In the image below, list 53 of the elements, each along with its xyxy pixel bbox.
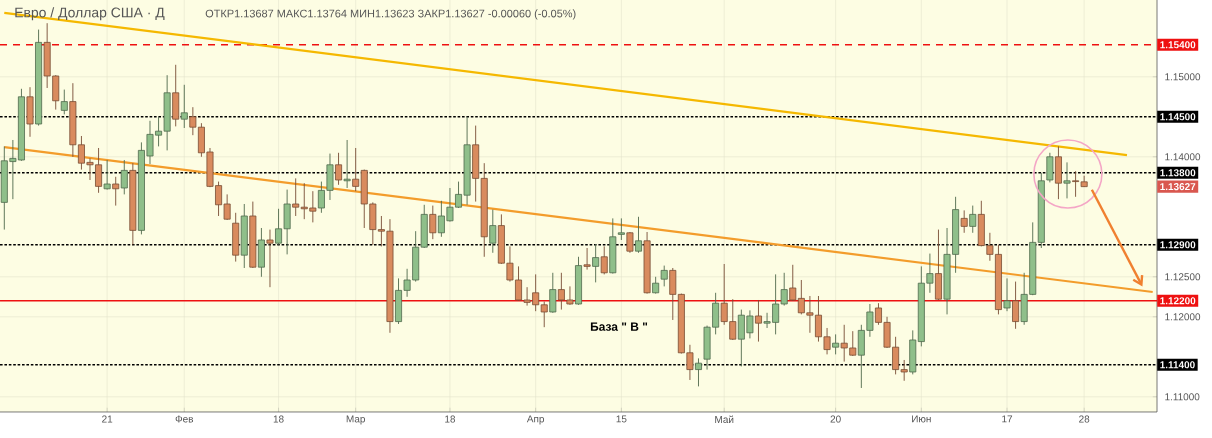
ref-line-label: 1.13800 (1160, 169, 1196, 177)
candlestick (592, 243, 600, 283)
x-tick-label: 18 (445, 415, 456, 423)
candlestick (103, 159, 111, 191)
candlestick (1003, 277, 1011, 312)
candlestick (635, 216, 642, 254)
y-tick-label: 1.14000 (1165, 153, 1201, 161)
y-tick-label: 1.12000 (1165, 313, 1201, 321)
candlestick (755, 299, 762, 343)
ref-line-label: 1.12200 (1160, 297, 1196, 305)
candlestick (112, 176, 120, 207)
ref-line-label: 1.14500 (1160, 113, 1196, 121)
x-tick-label: Фев (175, 415, 194, 423)
candlestick (489, 209, 497, 254)
candlestick (429, 205, 437, 240)
candlestick (180, 84, 188, 129)
candlestick (617, 217, 625, 241)
candlestick (695, 357, 702, 387)
x-tick-label: 28 (1079, 415, 1090, 423)
candlestick (120, 159, 128, 195)
candlestick (60, 89, 68, 115)
candlestick (600, 245, 608, 275)
candlestick (352, 147, 360, 192)
candlestick (960, 209, 968, 234)
x-tick-label: 15 (616, 415, 627, 423)
candlestick (343, 139, 351, 189)
x-tick-label: Мар (346, 415, 366, 425)
x-tick-label: 18 (273, 415, 284, 423)
ref-line-label: 1.15400 (1160, 41, 1196, 49)
y-tick-label: 1.11000 (1165, 393, 1200, 401)
y-tick-label: 1.12500 (1165, 273, 1201, 281)
text: 1.13627 (1160, 183, 1196, 191)
candlestick (583, 247, 591, 271)
x-tick-label: 21 (102, 415, 113, 423)
candlestick (266, 229, 274, 288)
y-tick-label: 1.15000 (1165, 73, 1201, 81)
candlestick (292, 177, 300, 217)
candlestick (335, 152, 343, 186)
x-tick-label: Май (715, 415, 734, 423)
candlestick (549, 272, 557, 314)
annotation: База " В " (590, 322, 648, 331)
x-tick-label: Июн (912, 415, 931, 423)
x-tick-label: 17 (1002, 415, 1013, 423)
x-tick-label: Апр (526, 415, 545, 425)
ref-line-label: 1.12900 (1160, 241, 1196, 249)
text: ОТКР1.13687 МАКС1.13764 МИН1.13623 ЗАКР1.13627 -0.00060 (-0.05%) (205, 9, 576, 20)
candlestick (660, 265, 668, 287)
ref-line-label: 1.11400 (1160, 361, 1195, 369)
candlestick (969, 205, 977, 234)
candlestick (832, 333, 840, 355)
x-tick-label: 20 (830, 415, 841, 423)
candlestick (1063, 161, 1071, 199)
candlestick (1012, 281, 1020, 330)
